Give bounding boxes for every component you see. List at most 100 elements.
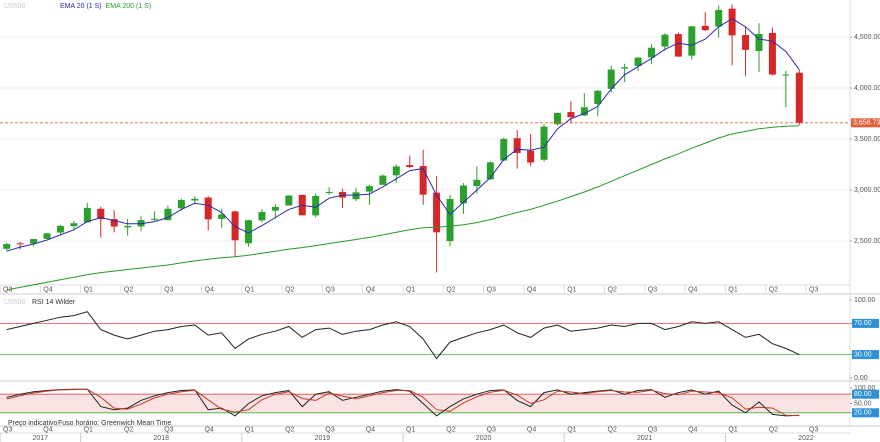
x-tick-label: Q1: [728, 426, 737, 433]
y-tick-label: 100.00: [854, 385, 876, 392]
last-price-label: 3,658.73: [853, 120, 880, 127]
candle-body: [513, 138, 521, 153]
y-tick-label: 3,000.00: [854, 187, 880, 194]
candle-body: [177, 199, 185, 209]
x-tick-label: Q4: [688, 286, 697, 293]
x-tick-label: Q4: [527, 426, 536, 433]
candle-body: [379, 175, 387, 185]
x-tick-label: Q1: [406, 426, 415, 433]
candle-body: [325, 192, 333, 194]
candle-body: [755, 33, 763, 51]
year-label: 2017: [33, 435, 49, 442]
candle-body: [164, 208, 172, 221]
candle-body: [43, 233, 51, 239]
x-tick-label: Q3: [164, 426, 173, 433]
x-tick-label: Q2: [285, 286, 294, 293]
candle-body: [674, 34, 682, 57]
candle-body: [83, 207, 91, 223]
y-tick-label: 20.00: [854, 410, 872, 417]
indicator-line: [6, 18, 800, 252]
y-tick-label: 4,500.00: [854, 34, 880, 41]
x-tick-label: Q4: [43, 286, 52, 293]
x-tick-label: Q3: [809, 426, 818, 433]
candle-body: [607, 69, 615, 89]
x-tick-label: Q2: [446, 426, 455, 433]
watermark: US500: [4, 3, 26, 10]
level-label-box: [852, 389, 879, 399]
candle-body: [110, 219, 118, 227]
indicator-line: [6, 388, 800, 417]
legend-entry: EMA 200 (1 S): [106, 3, 152, 10]
candle-body: [285, 195, 293, 206]
candle-body: [782, 74, 790, 76]
candle-body: [392, 166, 400, 176]
x-tick-label: Q3: [487, 286, 496, 293]
candle-body: [768, 32, 776, 75]
x-tick-label: Q1: [84, 286, 93, 293]
candle-body: [352, 192, 360, 200]
x-tick-label: Q2: [769, 426, 778, 433]
y-tick-label: 70.00: [854, 320, 872, 327]
x-tick-label: Q3: [325, 426, 334, 433]
footer-note: Preço indicativo: [8, 420, 58, 427]
candle-body: [433, 192, 441, 233]
year-label: 2021: [637, 435, 653, 442]
x-tick-label: Q1: [728, 286, 737, 293]
candle-body: [728, 8, 736, 36]
candle-body: [150, 218, 158, 220]
x-tick-label: Q1: [84, 426, 93, 433]
legend-entry: EMA 20 (1 S): [60, 3, 102, 10]
level-label-box: [852, 318, 879, 328]
watermark: US500: [4, 299, 26, 306]
x-tick-label: Q1: [245, 286, 254, 293]
y-tick-label: 2,500.00: [854, 238, 880, 245]
x-tick-label: Q4: [205, 426, 214, 433]
candle-body: [97, 208, 105, 220]
x-tick-label: Q4: [688, 426, 697, 433]
candle-body: [795, 72, 803, 123]
x-tick-label: Q2: [608, 426, 617, 433]
x-tick-label: Q2: [285, 426, 294, 433]
candle-body: [661, 34, 669, 47]
x-tick-label: Q2: [446, 286, 455, 293]
x-tick-label: Q3: [164, 286, 173, 293]
candle-body: [3, 244, 11, 249]
candle-body: [580, 107, 588, 116]
level-band: [0, 394, 850, 413]
candle-body: [446, 198, 454, 242]
candle-body: [459, 185, 467, 204]
candle-body: [742, 35, 750, 50]
x-tick-label: Q2: [769, 286, 778, 293]
x-tick-label: Q3: [487, 426, 496, 433]
candle-body: [715, 9, 723, 27]
x-tick-label: Q3: [648, 426, 657, 433]
level-label-box: [852, 408, 879, 418]
level-label-box: [852, 350, 879, 360]
candle-body: [701, 25, 709, 31]
candle-body: [406, 165, 414, 167]
x-tick-label: Q2: [124, 286, 133, 293]
x-tick-label: Q1: [567, 426, 576, 433]
x-tick-label: Q1: [245, 426, 254, 433]
x-tick-label: Q1: [567, 286, 576, 293]
x-tick-label: Q4: [43, 426, 52, 433]
candle-body: [594, 90, 602, 105]
y-tick-label: 0.00: [854, 375, 868, 382]
x-tick-label: Q4: [366, 426, 375, 433]
x-tick-label: Q2: [608, 286, 617, 293]
candle-body: [124, 225, 132, 228]
last-price-box: [851, 118, 880, 128]
candle-body: [419, 166, 427, 195]
y-tick-label: 80.00: [854, 391, 872, 398]
x-tick-label: Q1: [406, 286, 415, 293]
candle-body: [567, 112, 575, 118]
candle-body: [56, 225, 64, 233]
candle-body: [486, 162, 494, 180]
candle-body: [231, 211, 239, 241]
y-tick-label: 100.00: [854, 297, 876, 304]
x-tick-label: Q2: [124, 426, 133, 433]
candle-body: [634, 57, 642, 66]
candle-body: [204, 197, 212, 220]
candle-body: [271, 206, 279, 211]
candle-body: [258, 212, 266, 221]
